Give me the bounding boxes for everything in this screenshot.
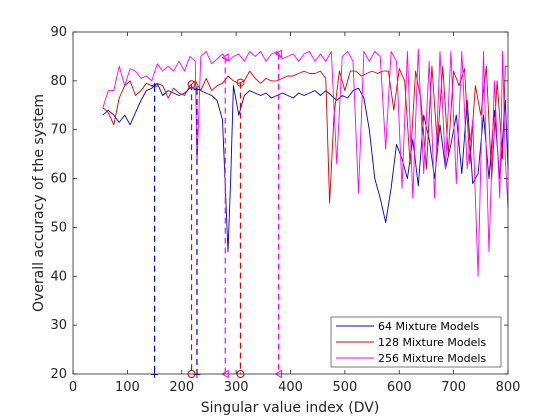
x-tick-label: 200 [169,380,194,395]
y-tick-label: 70 [50,123,67,138]
x-tick-label: 400 [278,380,303,395]
x-tick-label: 500 [332,380,357,395]
y-tick-label: 50 [50,220,67,235]
series-layer [102,48,509,277]
y-tick-label: 40 [50,269,67,284]
legend: 64 Mixture Models 128 Mixture Models 256… [330,316,502,368]
x-tick-label: 0 [69,380,77,395]
y-tick-label: 20 [50,367,67,382]
marker-symbol: + [192,83,201,96]
marker-symbol: + [150,80,159,93]
x-tick-label: 100 [115,380,140,395]
x-tick-label: 700 [441,380,466,395]
y-tick-label: 30 [50,318,67,333]
tick-layer: 0 100 200 300 400 500 600 700 800 20 30 40 50 60 70 80 9… [50,25,520,395]
legend-label-256: 256 Mixture Models [378,352,486,365]
y-tick-label: 60 [50,172,67,187]
legend-label-64: 64 Mixture Models [378,320,479,333]
y-tick-label: 90 [50,25,67,40]
x-tick-label: 600 [387,380,412,395]
x-axis-label: Singular value index (DV) [201,400,380,416]
series-line-2 [102,65,508,204]
marker-symbol [187,80,196,89]
marker-symbol: + [150,368,159,381]
marker-symbol [274,49,283,59]
y-tick-label: 80 [50,74,67,89]
x-tick-label: 800 [496,380,521,395]
series-line-3 [102,48,509,277]
marker-symbol: + [192,368,201,381]
marker-symbol [221,53,229,63]
marker-symbol [236,78,245,87]
x-tick-label: 300 [224,380,249,395]
y-axis-label: Overall accuracy of the system [31,94,47,312]
legend-label-128: 128 Mixture Models [378,336,486,349]
